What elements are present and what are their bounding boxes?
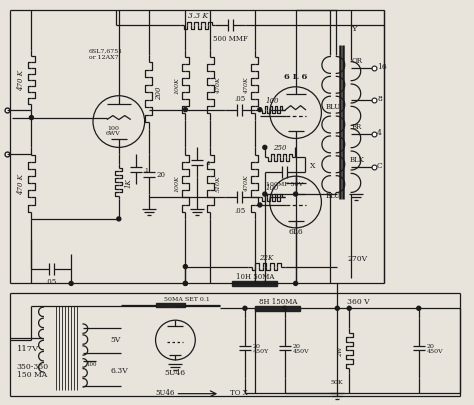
Text: 470K: 470K <box>216 77 221 94</box>
Text: 470 K: 470 K <box>18 70 26 91</box>
Text: C: C <box>377 162 383 170</box>
Circle shape <box>293 282 298 286</box>
Text: 20: 20 <box>156 171 165 179</box>
Text: 4: 4 <box>377 129 382 137</box>
Text: 100: 100 <box>265 183 279 192</box>
Text: 100MF 50V: 100MF 50V <box>266 182 303 187</box>
Text: 6L6: 6L6 <box>288 227 303 235</box>
Text: 100: 100 <box>86 361 97 366</box>
Text: 20
450V: 20 450V <box>427 343 443 354</box>
Text: 350-350: 350-350 <box>17 362 49 370</box>
Circle shape <box>258 203 262 207</box>
Text: OR: OR <box>352 57 363 65</box>
Circle shape <box>283 307 287 311</box>
Text: 100K: 100K <box>174 77 179 94</box>
Text: 100: 100 <box>265 96 279 104</box>
Text: 100K: 100K <box>174 175 179 192</box>
Circle shape <box>293 193 298 196</box>
Text: 3.3 K: 3.3 K <box>188 12 208 20</box>
Text: .1: .1 <box>205 160 211 165</box>
Text: .05: .05 <box>234 207 246 214</box>
Text: 20
450V: 20 450V <box>292 343 309 354</box>
Text: 470 K: 470 K <box>18 173 26 194</box>
Text: 5V: 5V <box>111 335 121 343</box>
Circle shape <box>29 116 33 120</box>
Text: or 12AX7: or 12AX7 <box>89 55 118 60</box>
Circle shape <box>183 282 187 286</box>
Text: .1: .1 <box>144 167 150 172</box>
Circle shape <box>263 193 267 196</box>
Text: 6SL7,6751: 6SL7,6751 <box>89 49 123 54</box>
Text: BLU: BLU <box>325 192 340 200</box>
Circle shape <box>417 307 421 311</box>
Text: 510K: 510K <box>216 175 221 192</box>
Text: BLK: BLK <box>350 156 365 164</box>
Text: 20
450Y: 20 450Y <box>253 343 269 354</box>
Text: BLU: BLU <box>325 102 340 111</box>
FancyBboxPatch shape <box>155 304 185 307</box>
Text: 250: 250 <box>273 144 286 152</box>
Text: 6 L 6: 6 L 6 <box>284 72 307 81</box>
Text: 500 MMF: 500 MMF <box>213 35 247 43</box>
Text: 360 V: 360 V <box>347 298 370 305</box>
Text: .05: .05 <box>46 278 57 286</box>
Text: 117V: 117V <box>17 344 39 352</box>
Circle shape <box>243 307 247 311</box>
Text: 8H 150MA: 8H 150MA <box>258 298 297 305</box>
Text: 1K: 1K <box>125 177 133 187</box>
Circle shape <box>253 282 257 286</box>
Circle shape <box>263 146 267 150</box>
Text: 470K: 470K <box>244 77 249 94</box>
Text: 5U46: 5U46 <box>156 388 175 396</box>
Circle shape <box>347 307 351 311</box>
Text: BR: BR <box>352 122 362 130</box>
Text: 100: 100 <box>107 126 119 131</box>
Text: 270V: 270V <box>347 254 367 262</box>
Text: X: X <box>310 162 315 170</box>
Text: .05: .05 <box>234 94 246 102</box>
Text: 50MA SET 0.1: 50MA SET 0.1 <box>164 296 210 302</box>
Text: 10H 50MA: 10H 50MA <box>236 273 274 281</box>
Text: TO X: TO X <box>230 388 248 396</box>
Text: 6WV: 6WV <box>106 131 120 136</box>
FancyBboxPatch shape <box>232 282 277 287</box>
Text: 22K: 22K <box>259 253 273 261</box>
Text: 150 MA: 150 MA <box>17 370 47 378</box>
Text: 8: 8 <box>377 94 382 102</box>
Text: 16: 16 <box>377 63 387 71</box>
Text: 5U46: 5U46 <box>165 368 186 376</box>
Circle shape <box>183 265 187 269</box>
Circle shape <box>263 282 267 286</box>
Text: 6.3V: 6.3V <box>111 366 128 374</box>
Circle shape <box>117 217 121 221</box>
Circle shape <box>69 282 73 286</box>
Text: Y: Y <box>351 25 357 33</box>
Text: 470K: 470K <box>244 175 249 192</box>
Circle shape <box>183 109 187 112</box>
Text: 2W: 2W <box>338 345 343 356</box>
Circle shape <box>258 109 262 112</box>
Circle shape <box>183 282 187 286</box>
FancyBboxPatch shape <box>255 307 300 311</box>
Text: 200: 200 <box>155 86 163 100</box>
Text: 50K: 50K <box>331 379 343 384</box>
Circle shape <box>335 307 339 311</box>
